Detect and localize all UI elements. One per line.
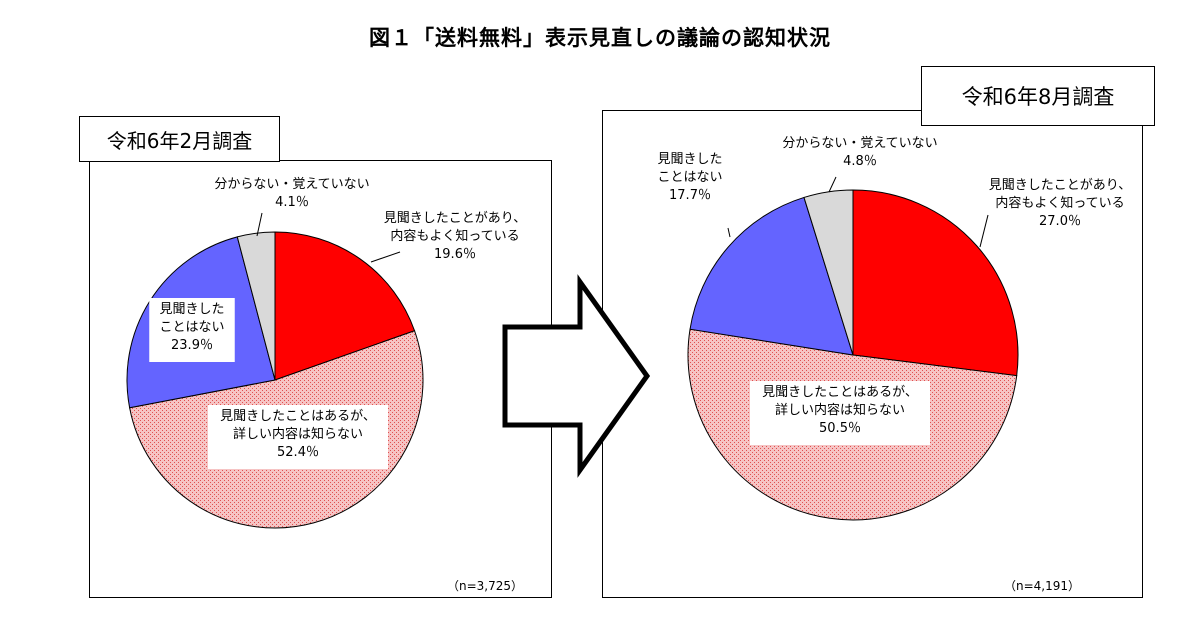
leader-line-unknown [256, 212, 263, 237]
slice-label-known-no-detail: 見聞きしたことはあるが、 [762, 385, 918, 400]
pie-chart-0: 見聞きしたことがあり、内容もよく知っている 19.6％ 見聞きしたことはあるが、詳し… [126, 177, 526, 529]
slice-label-unknown: 分からない・覚えていない [214, 177, 369, 192]
sample-size-aug: （n=4,191） [1004, 579, 1080, 593]
slice-label-known-detail: 内容もよく知っている [995, 195, 1124, 211]
slice-value-unknown: 4.8％ [843, 154, 877, 169]
pie-chart-1: 見聞きしたことがあり、内容もよく知っている 27.0％ 見聞きしたことはあるが、詳し… [657, 136, 1131, 521]
leader-line-not-heard [727, 227, 731, 238]
slice-label-box-not-heard [149, 298, 235, 362]
leader-line-known-detail [979, 214, 989, 248]
slice-label-box-known-no-detail [208, 405, 388, 469]
pie-slice-known-detail [852, 189, 1019, 377]
slice-label-known-detail: 見聞きしたことがあり、 [989, 178, 1131, 193]
slice-label-known-no-detail: 見聞きしたことはあるが、 [220, 409, 376, 424]
slice-label-known-detail: 見聞きしたことがあり、 [384, 211, 526, 226]
slice-value-not-heard: 23.9％ [171, 338, 213, 353]
slice-value-known-detail: 19.6％ [434, 247, 476, 262]
pie-slice-not-heard [689, 196, 854, 356]
chart-main-title: 図１「送料無料」表示見直しの議論の認知状況 [369, 26, 831, 50]
slice-value-known-no-detail: 50.5％ [819, 421, 861, 436]
leader-line-known-detail [370, 251, 401, 263]
slice-label-box-known-no-detail [750, 381, 930, 445]
slice-label-not-heard: ことはない [657, 170, 722, 185]
slice-label-known-no-detail: 詳しい内容は知らない [775, 402, 905, 418]
slice-value-known-detail: 27.0％ [1039, 214, 1081, 229]
slice-value-known-no-detail: 52.4％ [277, 445, 319, 460]
slice-label-not-heard: ことはない [159, 320, 224, 335]
slice-label-not-heard: 見聞きした [159, 302, 224, 317]
slice-label-not-heard: 見聞きした [657, 152, 722, 167]
pie-slice-unknown [236, 231, 276, 381]
survey-label-aug: 令和6年8月調査 [921, 66, 1155, 126]
survey-label-feb: 令和6年2月調査 [79, 116, 280, 162]
right-arrow-icon [502, 274, 651, 478]
leader-line-unknown [828, 176, 837, 193]
slice-label-unknown: 分からない・覚えていない [782, 136, 937, 151]
sample-size-feb: （n=3,725） [447, 579, 523, 593]
slice-value-not-heard: 17.7％ [669, 188, 711, 203]
pie-slice-unknown [803, 189, 854, 356]
slice-label-known-detail: 内容もよく知っている [390, 228, 519, 244]
slice-label-known-no-detail: 詳しい内容は知らない [233, 426, 363, 442]
slice-value-unknown: 4.1％ [275, 195, 309, 210]
